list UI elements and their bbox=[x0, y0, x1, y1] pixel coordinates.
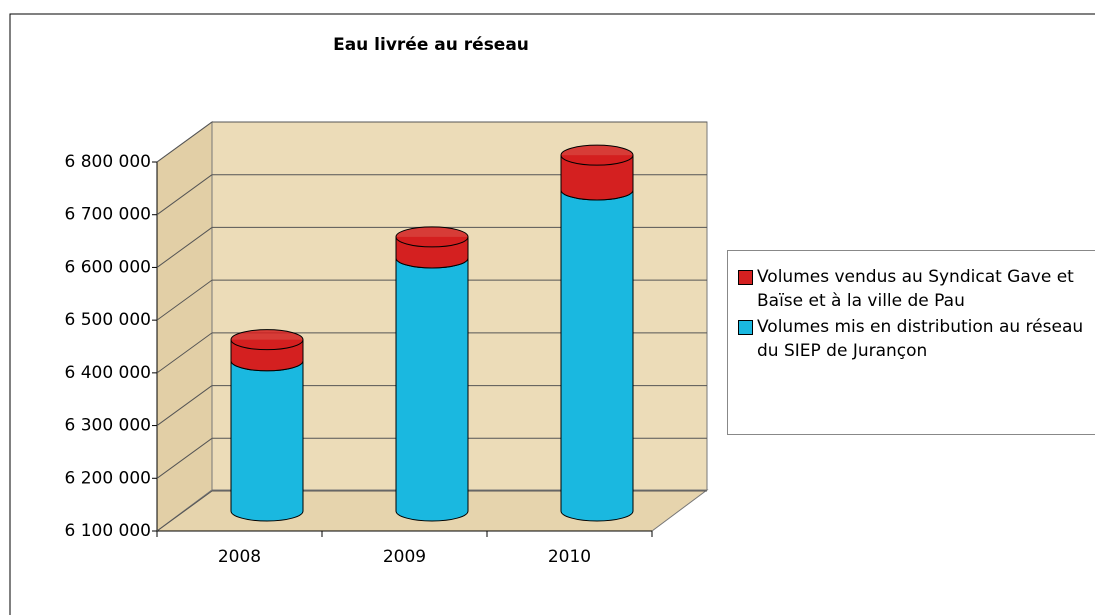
legend-entry: Volumes vendus au Syndicat Gave et Baïse… bbox=[736, 265, 1087, 313]
legend-swatch bbox=[738, 320, 753, 335]
chart-title: Eau livrée au réseau bbox=[333, 35, 529, 55]
grid-line bbox=[156, 490, 213, 532]
legend-label: Volumes mis en distribution au réseau du… bbox=[757, 317, 1084, 361]
bar bbox=[231, 360, 303, 511]
y-tick-label: 6 700 000 bbox=[64, 205, 151, 225]
bar bbox=[396, 257, 468, 511]
bar-top bbox=[395, 226, 469, 248]
grid-line bbox=[156, 385, 213, 426]
y-tick-label: 6 400 000 bbox=[64, 363, 151, 383]
y-tick-label: 6 200 000 bbox=[64, 468, 151, 488]
y-tick-label: 6 100 000 bbox=[64, 521, 151, 541]
legend-swatch bbox=[738, 270, 753, 285]
grid-line bbox=[156, 121, 213, 163]
bar bbox=[561, 189, 633, 511]
grid-line bbox=[156, 174, 213, 216]
grid-line bbox=[156, 279, 213, 321]
grid-line bbox=[156, 437, 213, 479]
grid-line bbox=[156, 227, 213, 268]
x-tick-label: 2010 bbox=[548, 547, 591, 567]
bar-top bbox=[230, 329, 304, 351]
x-tick-label: 2009 bbox=[383, 547, 426, 567]
y-tick-label: 6 300 000 bbox=[64, 416, 151, 436]
y-tick-label: 6 500 000 bbox=[64, 310, 151, 330]
legend-entry: Volumes mis en distribution au réseau du… bbox=[736, 315, 1087, 363]
y-tick-label: 6 600 000 bbox=[64, 257, 151, 277]
legend: Volumes vendus au Syndicat Gave et Baïse… bbox=[727, 250, 1095, 435]
x-tick-label: 2008 bbox=[218, 547, 261, 567]
side-wall bbox=[156, 121, 213, 532]
grid-line bbox=[156, 332, 213, 374]
legend-label: Volumes vendus au Syndicat Gave et Baïse… bbox=[757, 267, 1074, 311]
y-tick-label: 6 800 000 bbox=[64, 152, 151, 172]
bar-top bbox=[560, 144, 634, 166]
